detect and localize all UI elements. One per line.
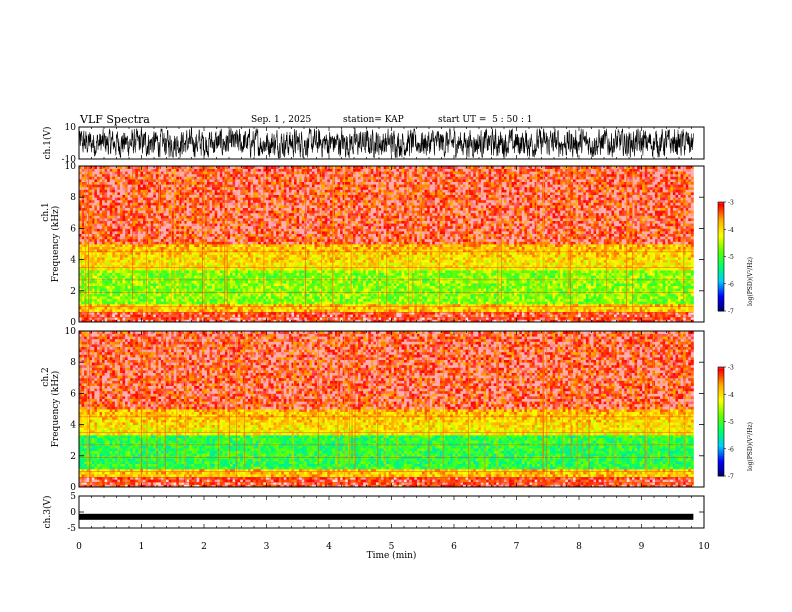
ch1-y-axis-label: ch.1(V) xyxy=(42,127,53,160)
ch2-y-tick-label: 6 xyxy=(70,389,76,399)
ch3-y-tick-label: -5 xyxy=(67,524,76,534)
ch2-label: ch.2 xyxy=(41,367,51,386)
ch1-label: ch.1 xyxy=(41,202,51,221)
colorbar-tick-label: -4 xyxy=(728,227,734,234)
ch1-y-tick-label: 10 xyxy=(65,162,77,172)
ch1-y-tick-label: 8 xyxy=(70,193,76,203)
colorbar-tick-label: -3 xyxy=(728,365,734,372)
x-axis-label: Time (min) xyxy=(367,550,417,561)
x-tick-label: 7 xyxy=(514,542,520,552)
ch2-y-tick-label: 2 xyxy=(70,452,76,462)
ch2-spectrogram-cells xyxy=(79,331,694,487)
ch1-y-tick-label: 4 xyxy=(70,256,76,266)
colorbar-tick-label: -4 xyxy=(728,392,734,399)
ch1-y-axis-label: Frequency (kHz) xyxy=(50,206,61,283)
x-tick-label: 2 xyxy=(201,542,207,552)
colorbar-tick-label: -5 xyxy=(728,254,734,261)
ch1-colorbar xyxy=(718,202,724,312)
ch1-y-tick-label: 2 xyxy=(70,287,76,297)
x-tick-label: 9 xyxy=(639,542,645,552)
colorbar-label: log(PSD)(V²/Hz) xyxy=(747,257,754,306)
colorbar-tick-label: -7 xyxy=(728,309,734,316)
x-tick-label: 6 xyxy=(451,542,457,552)
ch2-y-axis-label: Frequency (kHz) xyxy=(50,371,61,448)
ch2-colorbar xyxy=(718,367,724,477)
colorbar-tick-label: -3 xyxy=(728,200,734,207)
ch3-frame xyxy=(79,496,704,528)
colorbar-label: log(PSD)(V²/Hz) xyxy=(747,422,754,471)
ch2-y-tick-label: 8 xyxy=(70,358,76,368)
ch2-y-tick-label: 10 xyxy=(65,327,77,337)
ch1-waveform-line xyxy=(79,129,693,158)
ch3-trace xyxy=(79,514,693,520)
ch2-y-tick-label: 4 xyxy=(70,421,76,431)
ch1-y-tick-label: 6 xyxy=(70,224,76,234)
x-tick-label: 10 xyxy=(698,542,710,552)
x-tick-label: 8 xyxy=(576,542,582,552)
x-tick-label: 1 xyxy=(139,542,145,552)
ch1-y-tick-label: 10 xyxy=(65,123,77,133)
colorbar-tick-label: -6 xyxy=(728,446,734,453)
colorbar-tick-label: -7 xyxy=(728,474,734,481)
x-tick-label: 3 xyxy=(264,542,270,552)
colorbar-tick-label: -6 xyxy=(728,281,734,288)
ch3-y-tick-label: 5 xyxy=(70,492,76,502)
colorbar-tick-label: -5 xyxy=(728,419,734,426)
ch3-y-tick-label: 0 xyxy=(70,508,76,518)
x-tick-label: 4 xyxy=(326,542,332,552)
x-tick-label: 0 xyxy=(76,542,82,552)
ch3-y-axis-label: ch.3(V) xyxy=(42,496,53,529)
